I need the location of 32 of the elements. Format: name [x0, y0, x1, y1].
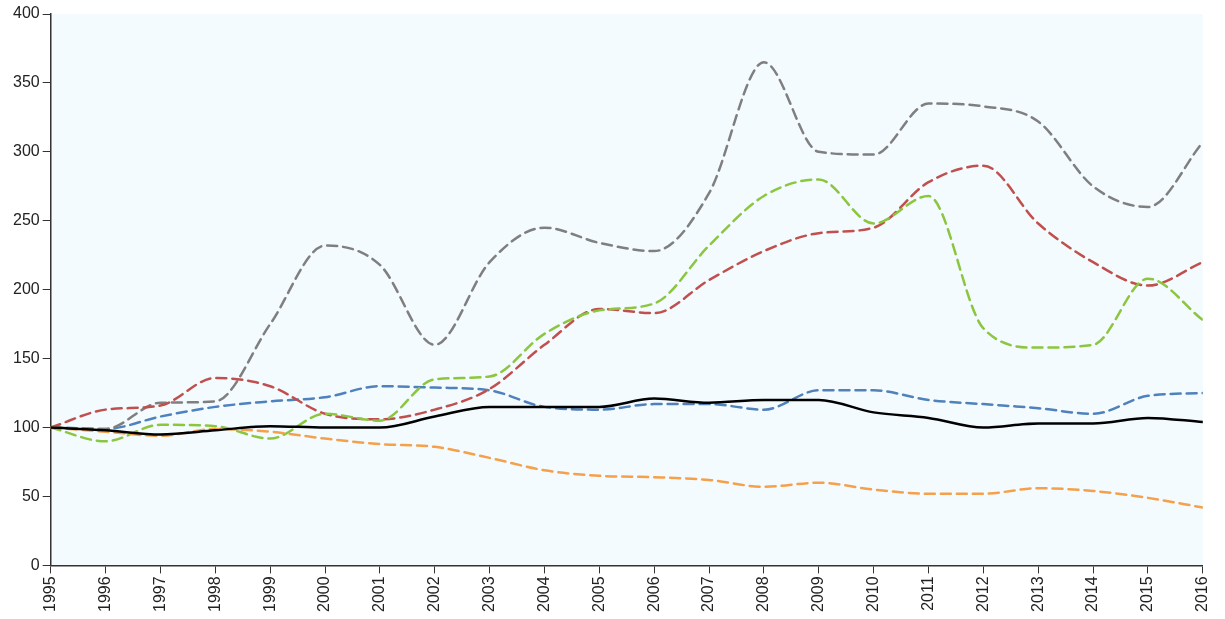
x-tick-label: 2010: [864, 576, 882, 612]
x-tick-label: 2007: [699, 576, 717, 612]
x-tick-label: 2012: [973, 576, 991, 612]
x-tick-label: 2011: [918, 576, 936, 611]
x-tick-label: 1996: [95, 576, 113, 612]
line-series: [50, 397, 1203, 436]
y-tick-label: 0: [30, 555, 40, 573]
y-tick-label: 300: [12, 142, 40, 160]
x-tick-label: 2005: [589, 576, 607, 612]
x-tick-label: 2015: [1138, 576, 1156, 612]
y-tick-label: 50: [21, 486, 40, 504]
x-tick-label: 1995: [41, 576, 59, 612]
y-tick-label: 350: [12, 73, 40, 91]
y-tick-label: 150: [12, 349, 40, 367]
y-tick-label: 400: [12, 4, 40, 22]
x-tick-label: 2009: [809, 576, 827, 612]
x-tick-label: 2013: [1028, 576, 1046, 612]
x-tick-label: 2008: [754, 576, 772, 612]
x-tick-label: 2006: [644, 576, 662, 612]
y-tick-label: 250: [12, 211, 40, 229]
x-tick-label: 2014: [1083, 576, 1101, 612]
x-tick-label: 2001: [370, 576, 388, 612]
x-tick-label: 2003: [480, 576, 497, 612]
x-tick-label: 1997: [150, 576, 168, 612]
x-tick-label: 2002: [425, 576, 443, 612]
x-tick-label: 1998: [205, 576, 223, 612]
y-tick-label: 100: [12, 417, 40, 435]
x-tick-label: 2000: [315, 576, 333, 612]
x-tick-label: 2016: [1193, 576, 1211, 612]
y-tick-label: 200: [12, 280, 40, 298]
x-tick-label: 1999: [260, 576, 278, 612]
x-tick-label: 2004: [534, 576, 552, 612]
